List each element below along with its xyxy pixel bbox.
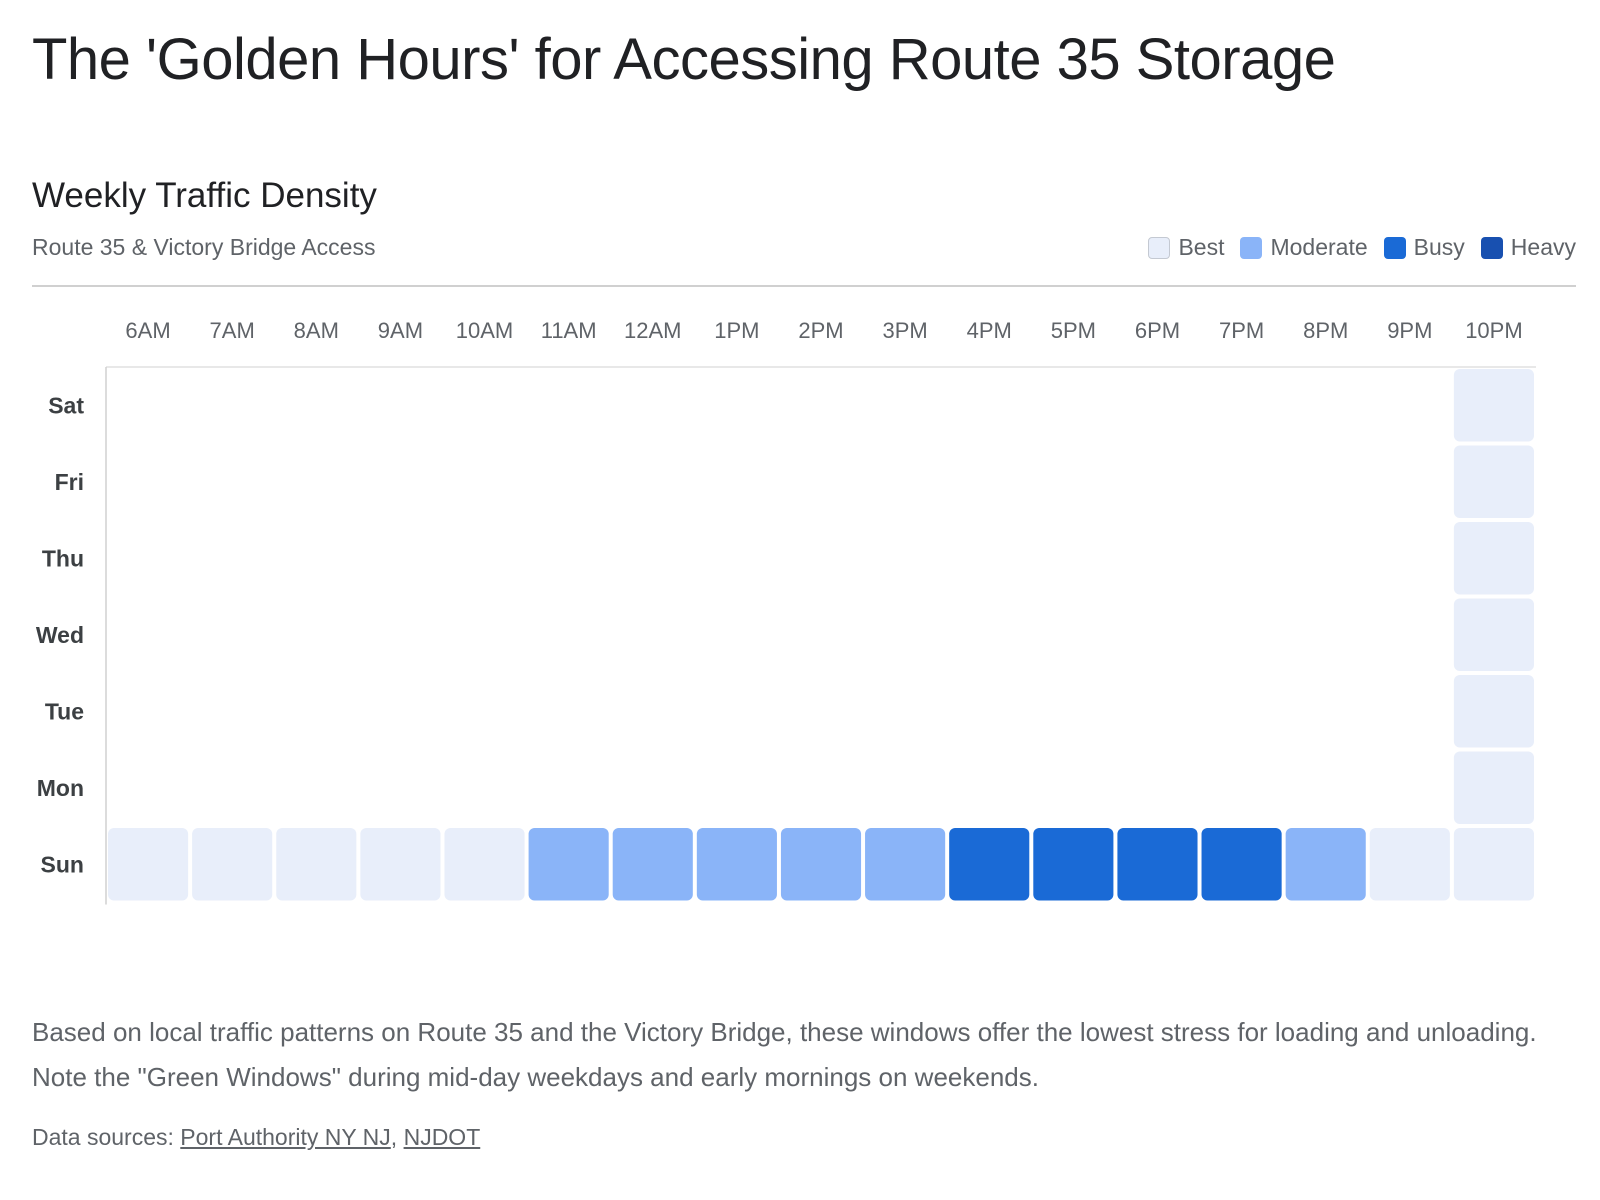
legend-label-heavy: Heavy (1510, 234, 1576, 260)
source-link-njdot[interactable]: NJDOT (403, 1124, 481, 1150)
heatmap-cell (1453, 522, 1534, 595)
legend-label-best: Best (1178, 234, 1225, 260)
legend-swatch-busy (1383, 236, 1406, 259)
heatmap-cell (1453, 751, 1534, 824)
x-tick-label: 1PM (714, 318, 759, 343)
page-title: The 'Golden Hours' for Accessing Route 3… (32, 27, 1336, 92)
heatmap-cell (612, 828, 693, 901)
sources-separator: , (390, 1124, 404, 1150)
legend: Best Moderate Busy Heavy (1132, 234, 1576, 261)
legend-item-best: Best (1148, 234, 1224, 261)
heatmap-cell (1453, 445, 1534, 518)
heatmap-cell (865, 828, 946, 901)
x-tick-label: 12AM (624, 318, 681, 343)
heatmap-cell (1369, 828, 1450, 901)
legend-item-moderate: Moderate (1240, 234, 1368, 261)
heatmap-cell (360, 828, 441, 901)
header-divider (32, 285, 1576, 287)
heatmap-cell (1453, 369, 1534, 442)
chart-title: Weekly Traffic Density (32, 176, 377, 215)
heatmap-cell (1453, 598, 1534, 671)
x-tick-label: 10PM (1465, 318, 1522, 343)
x-tick-label: 6AM (125, 318, 170, 343)
chart-description: Based on local traffic patterns on Route… (32, 1017, 1537, 1092)
heatmap-cell (528, 828, 609, 901)
legend-item-busy: Busy (1383, 234, 1465, 261)
heatmap-cell (276, 828, 357, 901)
x-tick-label: 6PM (1135, 318, 1180, 343)
y-tick-label: Tue (45, 698, 84, 724)
chart-subtitle: Route 35 & Victory Bridge Access (32, 234, 376, 260)
heatmap-chart: 6AM 7AM 8AM 9AM 10AM 11AM 12AM 1PM 2PM 3PM 4PM 5PM 6… (36, 318, 1536, 905)
x-tick-label: 8AM (294, 318, 339, 343)
x-tick-label: 10AM (456, 318, 513, 343)
heatmap-cell (1285, 828, 1366, 901)
y-tick-label: Mon (37, 775, 84, 801)
x-tick-label: 8PM (1303, 318, 1348, 343)
sources-prefix: Data sources: (32, 1124, 181, 1150)
x-tick-label: 4PM (967, 318, 1012, 343)
heatmap-cell (780, 828, 862, 901)
heatmap-cell (108, 828, 189, 901)
y-tick-label: Sun (41, 851, 84, 877)
heatmap-cell (1453, 675, 1534, 748)
legend-label-busy: Busy (1413, 234, 1465, 260)
x-tick-label: 3PM (882, 318, 927, 343)
data-sources: Data sources: Port Authority NY NJ, NJDO… (32, 1124, 480, 1151)
heatmap-cell (1453, 828, 1534, 901)
x-tick-label: 7AM (210, 318, 255, 343)
legend-swatch-moderate (1240, 236, 1263, 259)
legend-swatch-best (1148, 236, 1171, 259)
y-tick-label: Sat (48, 392, 84, 418)
heatmap-cell (696, 828, 777, 901)
y-tick-label: Fri (55, 469, 84, 495)
legend-label-moderate: Moderate (1270, 234, 1368, 260)
heatmap-cell (949, 828, 1030, 901)
y-tick-label: Wed (36, 622, 84, 648)
x-tick-label: 5PM (1051, 318, 1096, 343)
x-tick-label: 9PM (1387, 318, 1432, 343)
legend-item-heavy: Heavy (1480, 234, 1576, 261)
y-tick-label: Thu (42, 545, 84, 571)
heatmap-cell (192, 828, 273, 901)
x-tick-label: 9AM (378, 318, 423, 343)
heatmap-cell (1033, 828, 1114, 901)
source-link-port-authority[interactable]: Port Authority NY NJ (180, 1124, 391, 1150)
x-tick-label: 2PM (798, 318, 843, 343)
heatmap-cell (1117, 828, 1198, 901)
heatmap-cell (444, 828, 525, 901)
x-tick-label: 11AM (541, 318, 597, 343)
heatmap-cell (1201, 828, 1282, 901)
legend-swatch-heavy (1480, 236, 1503, 259)
x-tick-label: 7PM (1219, 318, 1264, 343)
